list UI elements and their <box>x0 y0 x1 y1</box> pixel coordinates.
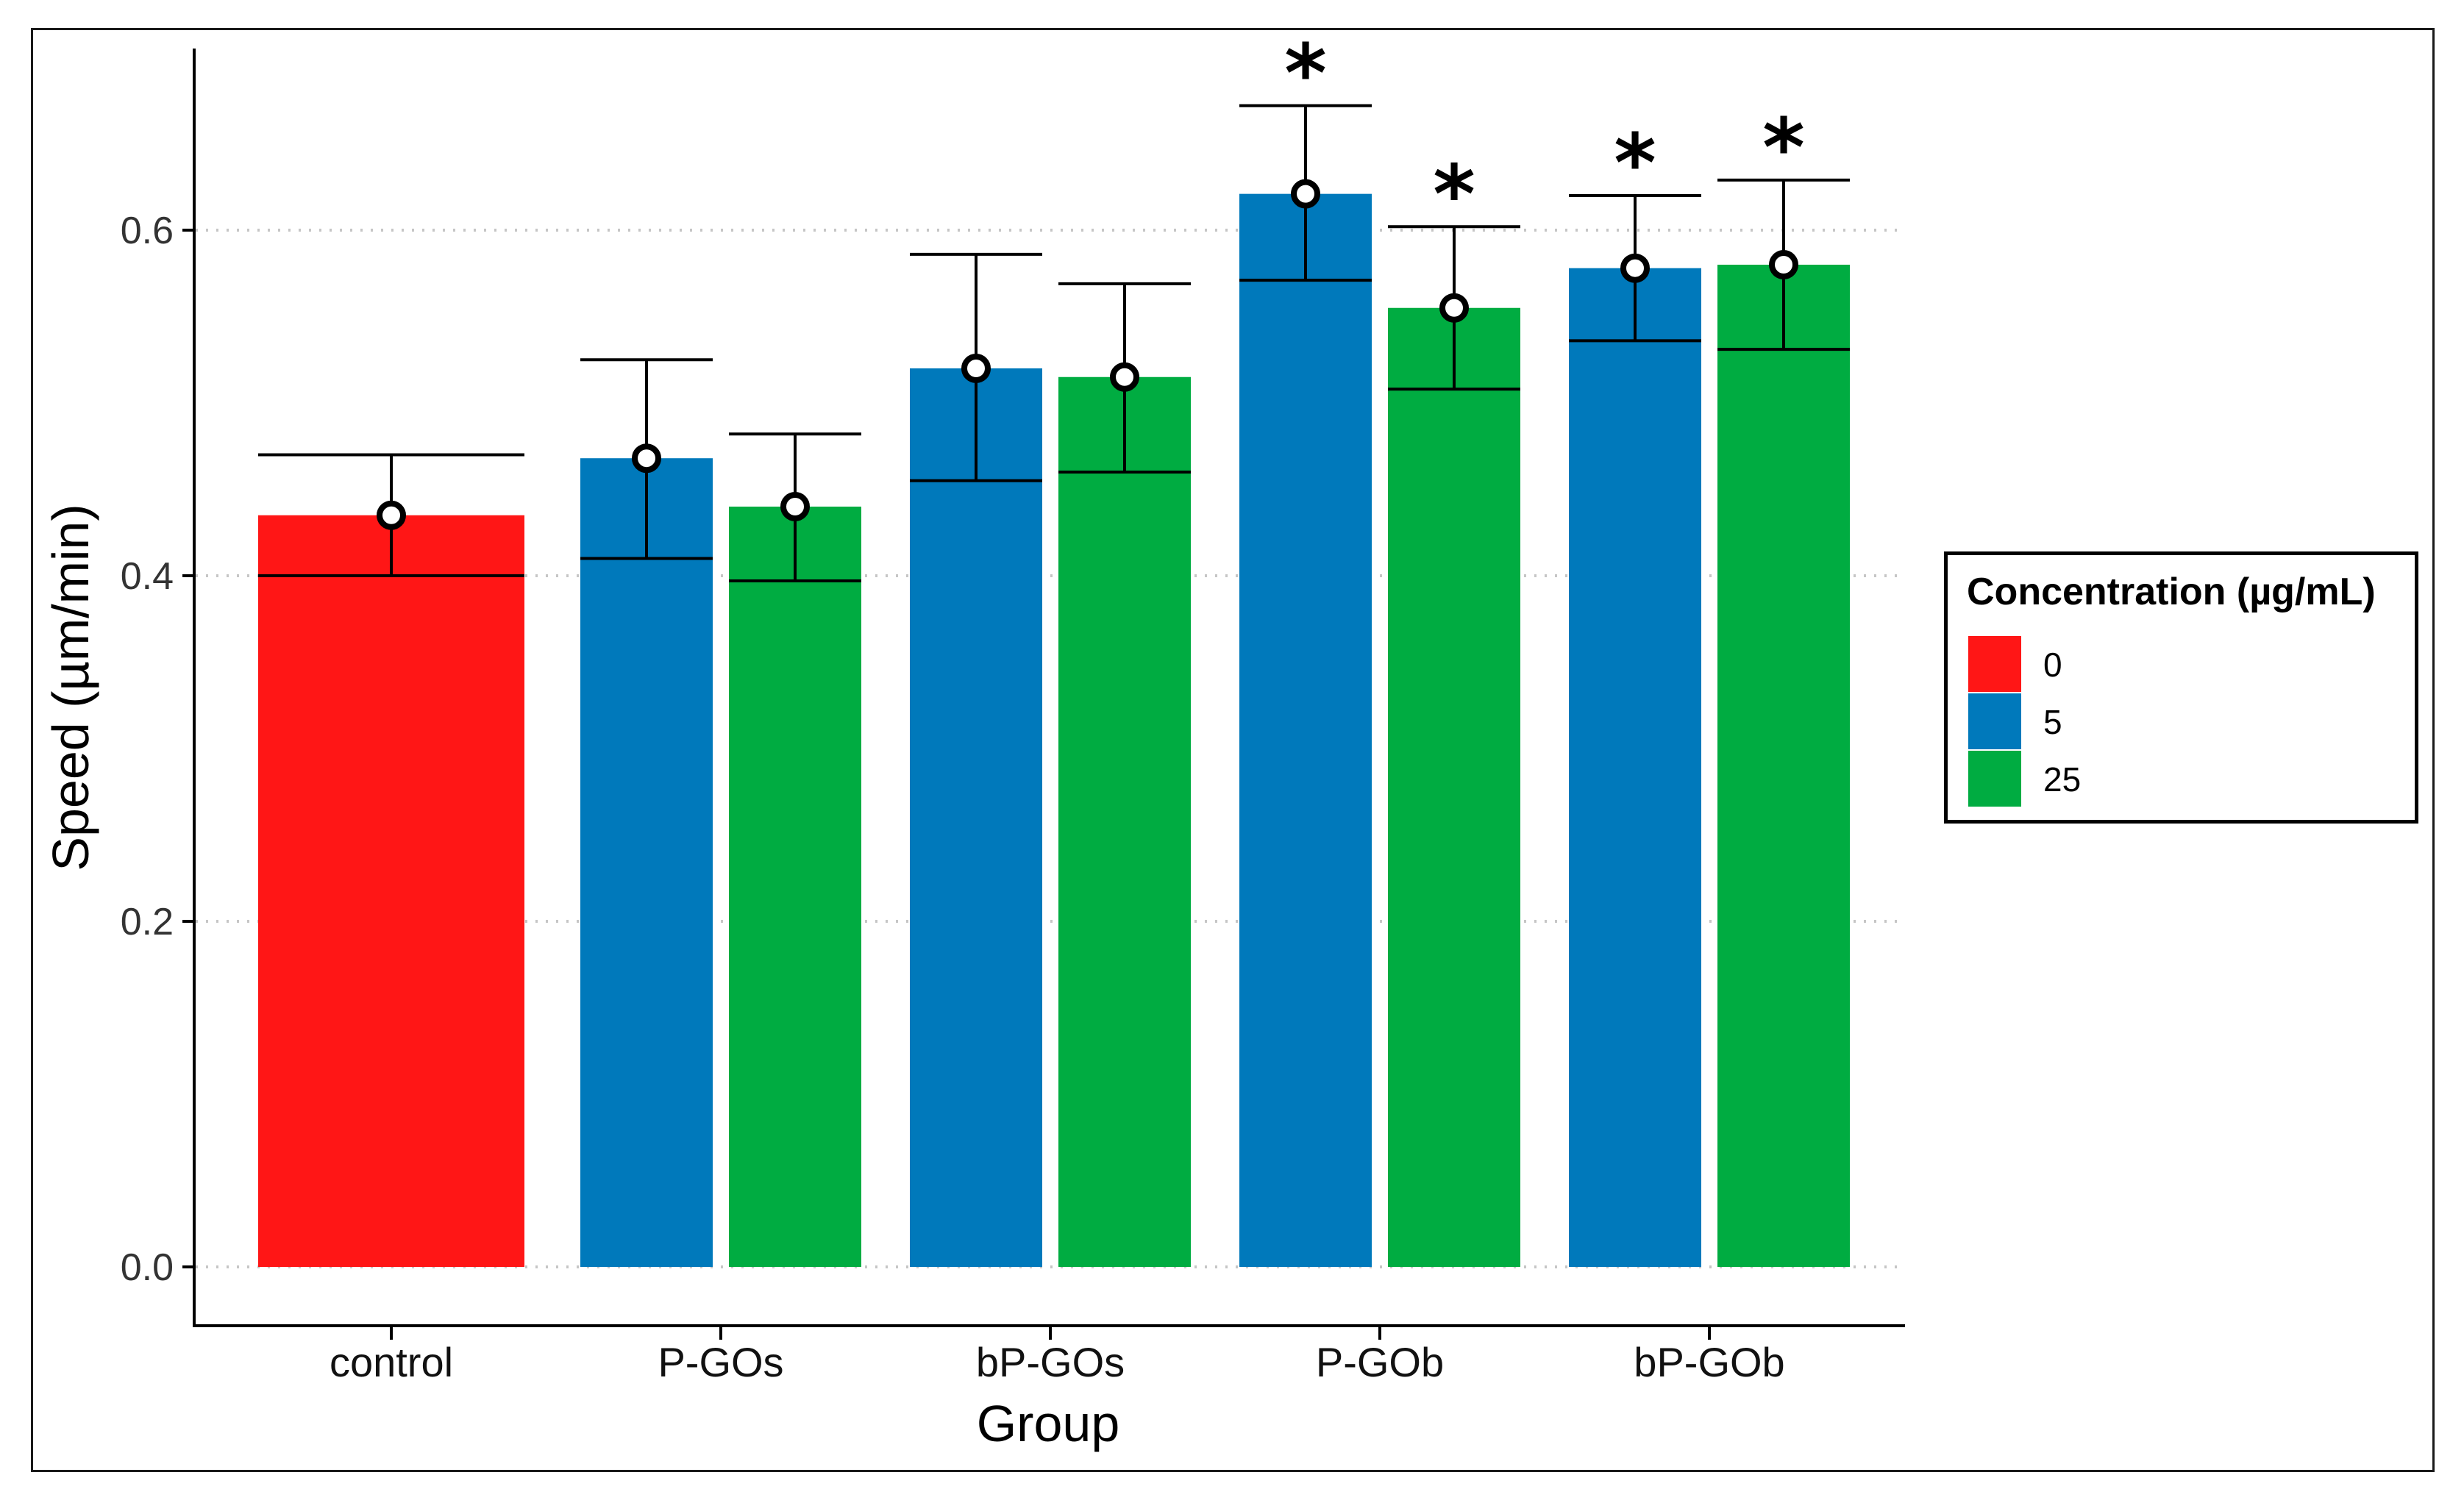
mean-point <box>1110 362 1139 392</box>
x-tick-label: bP-GOb <box>1634 1339 1784 1385</box>
x-tick-label: P-GOb <box>1316 1339 1444 1385</box>
y-ticks: 0.0 0.2 0.4 0.6 <box>121 210 194 1289</box>
significance-star: * <box>1433 147 1475 241</box>
mean-point <box>780 492 810 521</box>
legend-item: 5 <box>1968 693 2380 749</box>
legend-label: 5 <box>2043 703 2062 741</box>
x-tick-label: bP-GOs <box>976 1339 1125 1385</box>
y-tick-label: 0.6 <box>121 210 174 252</box>
error-bars <box>258 104 1850 583</box>
bar <box>729 507 861 1267</box>
legend-swatch <box>1968 636 2021 692</box>
x-tick-label: P-GOs <box>658 1339 783 1385</box>
bar <box>910 368 1042 1267</box>
bar <box>258 515 524 1267</box>
significance-stars: * * * * <box>1284 26 1805 241</box>
mean-points <box>377 179 1798 530</box>
x-ticks: control P-GOs bP-GOs P-GOb bP-GOb <box>330 1327 1785 1385</box>
mean-point <box>1291 179 1320 209</box>
mean-point <box>961 354 991 383</box>
legend-label: 0 <box>2043 646 2062 684</box>
legend: Concentration (µg/mL) 0 5 25 <box>1944 551 2418 824</box>
y-axis-title: Speed (µm/min) <box>42 504 99 871</box>
significance-star: * <box>1762 101 1805 195</box>
mean-point <box>632 443 661 474</box>
significance-star: * <box>1284 26 1327 121</box>
y-tick-label: 0.2 <box>121 901 174 943</box>
mean-point <box>377 500 406 530</box>
legend-swatch <box>1968 751 2021 807</box>
gridlines <box>196 229 1905 1268</box>
bar <box>1717 265 1850 1267</box>
y-tick-label: 0.4 <box>121 555 174 598</box>
legend-title: Concentration (µg/mL) <box>1967 571 2376 613</box>
legend-label: 25 <box>2043 760 2082 799</box>
bars <box>258 193 1850 1268</box>
y-tick-label: 0.0 <box>121 1246 174 1289</box>
mean-point <box>1439 293 1469 323</box>
legend-item: 0 <box>1968 636 2380 692</box>
bar <box>1239 193 1372 1267</box>
bar <box>1388 307 1520 1267</box>
mean-point <box>1769 250 1798 279</box>
mean-point <box>1620 253 1650 283</box>
bar <box>1058 376 1191 1267</box>
x-axis-title: Group <box>977 1395 1120 1452</box>
significance-star: * <box>1614 116 1656 210</box>
legend-swatch <box>1968 693 2021 749</box>
bar <box>1569 268 1701 1268</box>
axes <box>193 49 1905 1327</box>
bar <box>580 458 713 1268</box>
x-tick-label: control <box>330 1339 453 1385</box>
legend-item: 25 <box>1968 751 2380 807</box>
